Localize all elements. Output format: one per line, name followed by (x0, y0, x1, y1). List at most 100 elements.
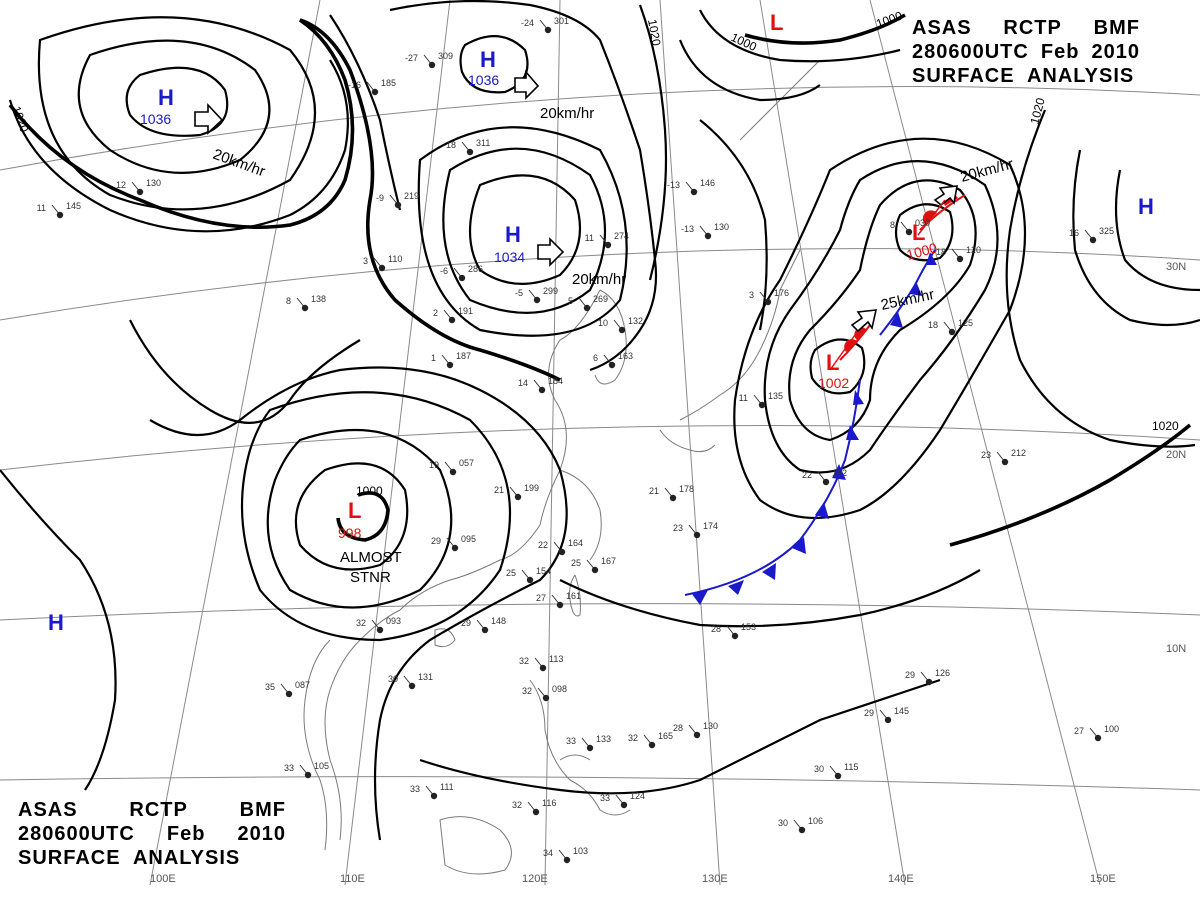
latitude-label: 20N (1166, 449, 1186, 461)
station-plot: 29 095 (431, 534, 476, 552)
station-plot: 8 030 (890, 218, 930, 236)
station-marker (693, 731, 701, 739)
isobar-label: 1020 (1027, 96, 1048, 126)
station-plot: 2 191 (433, 306, 473, 324)
station-temperature: -24 (521, 18, 534, 28)
station-temperature: 23 (673, 523, 683, 533)
station-temperature: 8 (286, 296, 291, 306)
chart-header-top: ASAS RCTP BMF 280600UTC Feb 2010 SURFACE… (912, 16, 1140, 88)
longitude-label: 130E (702, 873, 728, 885)
station-marker (648, 741, 656, 749)
station-pressure: 095 (461, 534, 476, 544)
stationary-note: ALMOST (340, 549, 402, 566)
station-temperature: -6 (440, 266, 448, 276)
station-marker (884, 716, 892, 724)
header-time: 280600UTC (18, 823, 135, 845)
station-pressure: 219 (404, 191, 419, 201)
station-temperature: 11 (37, 203, 46, 213)
station-temperature: 22 (802, 470, 812, 480)
movement-speed-label: 20km/hr (572, 271, 626, 288)
station-plot: 30 106 (778, 816, 823, 834)
longitude-label: 150E (1090, 873, 1116, 885)
longitude-label: 100E (150, 873, 176, 885)
station-temperature: 12 (116, 180, 126, 190)
station-marker (669, 494, 677, 502)
station-pressure: 115 (844, 762, 858, 772)
header-year: 2010 (237, 823, 286, 845)
cold-front-triangle (792, 537, 806, 554)
station-plot: 8 138 (286, 294, 326, 312)
isobar-label: 1000 (874, 8, 904, 30)
station-plot: 3 176 (749, 288, 789, 306)
low-pressure-center: L (912, 220, 925, 245)
station-marker (1094, 734, 1102, 742)
station-plot: 18 120 (936, 245, 981, 263)
station-marker (544, 26, 552, 34)
station-plot: 18 125 (928, 318, 973, 336)
station-temperature: 6 (593, 353, 598, 363)
station-temperature: 30 (814, 764, 824, 774)
station-temperature: 25 (571, 558, 581, 568)
lat-lon-grid (0, 0, 1200, 886)
station-pressure: 057 (459, 458, 474, 468)
station-plot: 11 145 (37, 201, 81, 219)
station-pressure: 146 (700, 178, 715, 188)
station-temperature: 32 (356, 618, 366, 628)
station-marker (538, 386, 546, 394)
station-temperature: 32 (628, 733, 638, 743)
station-pressure: 167 (601, 556, 616, 566)
station-temperature: 33 (566, 736, 576, 746)
station-plot: 23 212 (981, 448, 1026, 466)
movement-speed-label: 20km/hr (959, 155, 1016, 185)
station-temperature: 22 (538, 540, 548, 550)
station-plot: 33 111 (410, 782, 454, 800)
station-pressure: 165 (658, 731, 673, 741)
station-pressure: 152 (832, 468, 847, 478)
longitude-label: 140E (888, 873, 914, 885)
station-plot: 10 132 (598, 316, 643, 334)
station-plot: -18 311 (443, 138, 490, 156)
station-plot: 35 087 (265, 680, 310, 698)
station-pressure: 153 (741, 622, 756, 632)
station-plot: 3 110 (363, 254, 402, 272)
station-plot: 30 115 (814, 762, 858, 780)
station-marker (371, 88, 379, 96)
station-pressure: 199 (524, 483, 539, 493)
station-marker (449, 468, 457, 476)
station-pressure: 105 (314, 761, 329, 771)
movement-arrows (194, 69, 958, 371)
header-month: Feb (1040, 41, 1080, 63)
station-pressure: 087 (295, 680, 310, 690)
station-marker (451, 544, 459, 552)
movement-speed-label: 25km/hr (879, 286, 936, 314)
station-plot: 5 269 (568, 294, 608, 312)
station-temperature: 2 (433, 308, 438, 318)
station-marker (376, 626, 384, 634)
high-pressure-center: H (480, 47, 496, 72)
isobar-label: 1000 (356, 484, 383, 498)
isobar-label: 1020 (645, 18, 663, 47)
station-pressure: 126 (935, 668, 950, 678)
movement-arrow (850, 309, 878, 333)
station-plot: -24 301 (521, 16, 569, 34)
grid-labels: 100E 110E 120E 130E 140E 150E 30N 20N 10… (150, 261, 1186, 885)
station-temperature: 27 (1074, 726, 1084, 736)
station-temperature: -27 (405, 53, 418, 63)
station-pressure: 311 (476, 138, 490, 148)
station-marker (458, 274, 466, 282)
header-time: 280600UTC (912, 41, 1029, 63)
station-temperature: 16 (1069, 228, 1079, 238)
station-plot: -5 299 (515, 286, 558, 304)
station-marker (542, 694, 550, 702)
cold-front-triangle (853, 390, 864, 405)
station-marker (136, 188, 144, 196)
station-temperature: 32 (519, 656, 529, 666)
station-plot: 28 153 (711, 622, 756, 640)
fronts (684, 194, 966, 605)
station-pressure: 185 (381, 78, 396, 88)
station-marker (408, 682, 416, 690)
station-marker (731, 632, 739, 640)
station-plot: 32 098 (522, 684, 567, 702)
station-temperature: 29 (864, 708, 874, 718)
station-plot: 28 130 (673, 721, 718, 739)
